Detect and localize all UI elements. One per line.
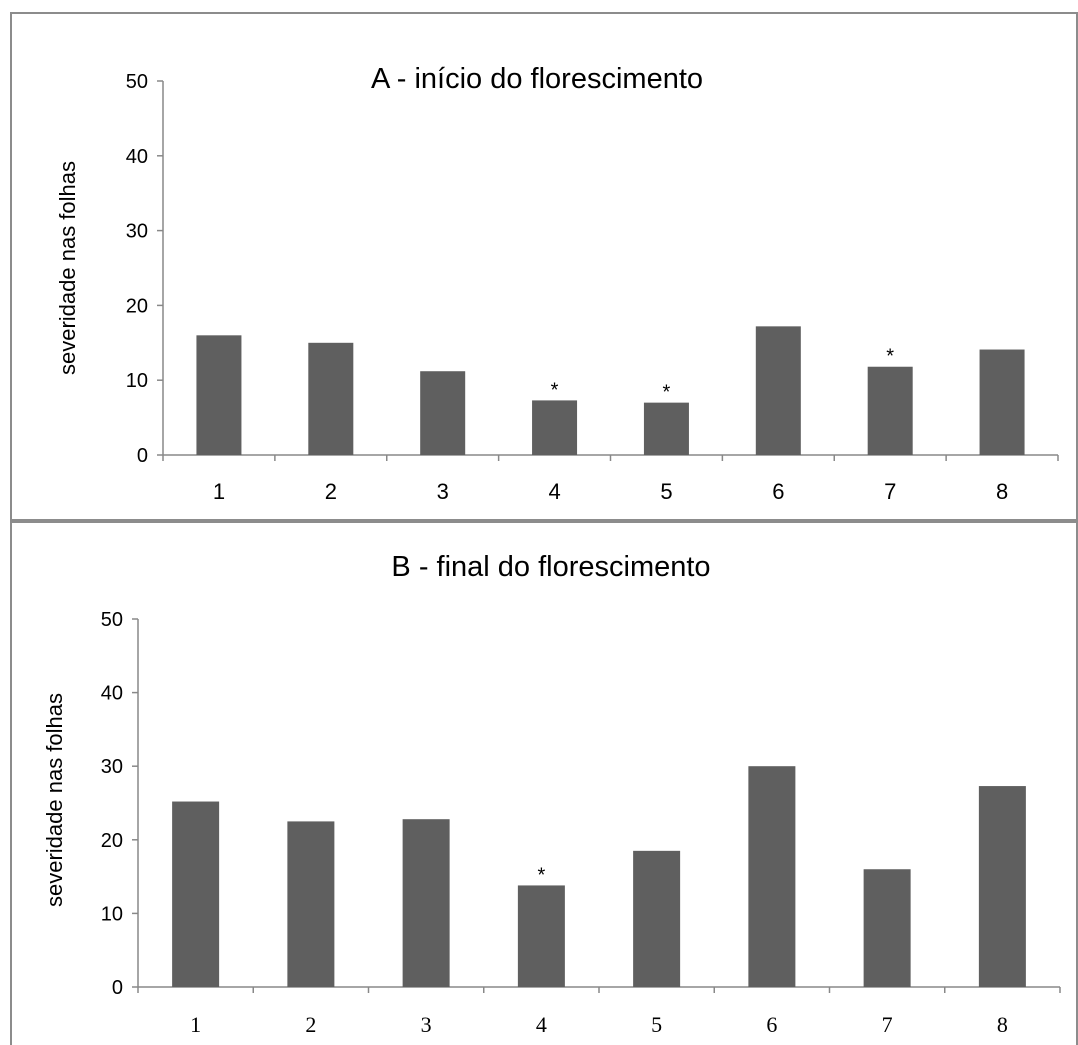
chart-b-bar	[517, 885, 565, 987]
chart-a-y-tick-label: 40	[126, 146, 148, 168]
chart-a-y-axis-label: severidade nas folhas	[55, 161, 80, 375]
chart-b-bar	[172, 801, 220, 987]
chart-b-y-axis-label: severidade nas folhas	[42, 693, 67, 907]
chart-b-category-label: 5	[651, 1012, 662, 1037]
chart-a-significance-marker: *	[551, 379, 559, 401]
chart-b-bar	[287, 821, 335, 987]
chart-a-category-label: 6	[772, 479, 784, 504]
chart-b-y-tick-label: 20	[101, 830, 123, 852]
chart-b-bar	[978, 786, 1026, 987]
chart-b-category-label: 2	[305, 1012, 316, 1037]
chart-a-y-tick-label: 50	[126, 71, 148, 93]
chart-b-y-tick-label: 10	[101, 903, 123, 925]
chart-b-bar	[402, 819, 450, 987]
chart-a-category-label: 3	[437, 479, 449, 504]
chart-b-category-label: 4	[536, 1012, 547, 1037]
chart-a-bar	[532, 400, 578, 455]
chart-a-y-tick-label: 10	[126, 370, 148, 392]
chart-a-significance-marker: *	[886, 346, 894, 368]
chart-a-category-label: 2	[325, 479, 337, 504]
chart-a-title: A - início do florescimento	[371, 63, 703, 95]
chart-a-bar	[643, 402, 689, 455]
chart-a-category-label: 4	[548, 479, 560, 504]
chart-b-y-tick-label: 0	[112, 977, 123, 999]
chart-b-category-label: 8	[997, 1012, 1008, 1037]
chart-b-category-label: 3	[421, 1012, 432, 1037]
chart-a-category-label: 8	[996, 479, 1008, 504]
chart-a-bar	[755, 326, 801, 455]
chart-a-bar	[420, 371, 466, 455]
chart-b-category-label: 1	[190, 1012, 201, 1037]
chart-b-bar	[633, 850, 681, 987]
chart-b-title: B - final do florescimento	[391, 551, 710, 583]
chart-b-y-tick-label: 40	[101, 683, 123, 705]
chart-a-bar	[867, 366, 913, 455]
chart-b-category-label: 6	[766, 1012, 777, 1037]
chart-a-category-label: 7	[884, 479, 896, 504]
chart-a-category-label: 1	[213, 479, 225, 504]
chart-b-significance-marker: *	[537, 864, 545, 886]
chart-a-y-tick-label: 30	[126, 221, 148, 243]
chart-b-category-label: 7	[882, 1012, 893, 1037]
chart-a-category-label: 5	[660, 479, 672, 504]
chart-b-y-tick-label: 50	[101, 609, 123, 631]
chart-b-bar	[863, 869, 911, 987]
chart-a-bar	[308, 342, 354, 455]
chart-b-y-tick-label: 30	[101, 756, 123, 778]
chart-a-y-tick-label: 0	[137, 445, 148, 467]
chart-a-bar	[196, 335, 242, 455]
chart-a-bar	[979, 349, 1025, 455]
chart-a-y-tick-label: 20	[126, 295, 148, 317]
chart-b-bar	[748, 766, 796, 987]
chart-a-significance-marker: *	[663, 382, 671, 404]
